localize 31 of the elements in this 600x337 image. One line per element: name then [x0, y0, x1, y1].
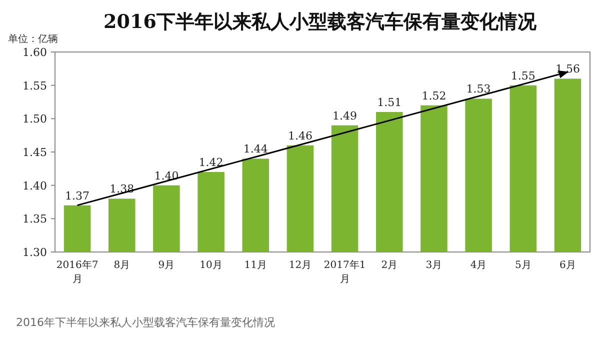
x-tick-label: 11月 [244, 260, 267, 271]
x-tick-label: 2017年1月 [324, 259, 366, 285]
data-label: 1.53 [466, 82, 491, 96]
x-tick-label: 3月 [426, 260, 442, 271]
x-tick-label: 5月 [514, 260, 532, 271]
chart-title: 2016下半年以来私人小型载客汽车保有量变化情况 [104, 11, 538, 33]
data-label: 1.51 [377, 96, 402, 109]
x-tick-label: 8月 [114, 260, 130, 271]
y-tick-label: 1.30 [22, 246, 47, 259]
data-label: 1.37 [65, 189, 90, 202]
x-tick-label: 2月 [381, 260, 398, 271]
data-label: 1.49 [332, 109, 358, 122]
x-tick-label: 9月 [158, 260, 175, 271]
y-tick-label: 1.35 [22, 212, 47, 226]
y-tick-label: 1.40 [22, 179, 47, 192]
x-tick-label: 12月 [288, 260, 312, 271]
x-tick-label: 6月 [560, 260, 576, 271]
y-axis-title: 单位：亿辆 [8, 33, 58, 45]
text: 2016年下半年以来私人小型载客汽车保有量变化情况 [16, 316, 275, 329]
y-tick-label: 1.60 [22, 46, 47, 59]
data-label: 1.44 [243, 142, 268, 156]
data-label: 1.46 [288, 129, 312, 142]
x-tick-label: 2016年7月 [56, 259, 98, 285]
y-tick-label: 1.50 [22, 112, 47, 126]
y-tick-label: 1.55 [22, 79, 47, 92]
x-tick-label: 4月 [470, 260, 487, 271]
y-tick-label: 1.45 [22, 146, 47, 159]
data-label: 1.55 [510, 69, 536, 82]
data-label: 1.52 [422, 89, 446, 102]
data-label: 1.42 [198, 156, 224, 169]
x-tick-label: 10月 [200, 260, 222, 271]
